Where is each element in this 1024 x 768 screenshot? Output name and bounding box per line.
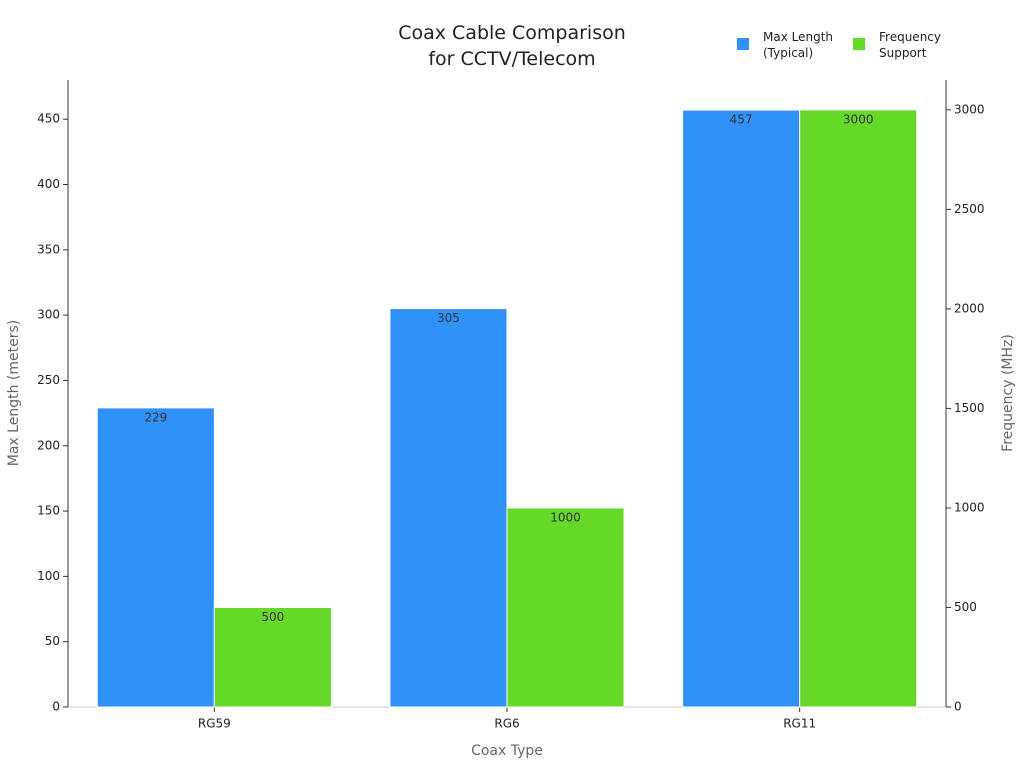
legend-swatch [737,38,749,50]
bar [682,109,801,708]
chart-title: Coax Cable Comparison for CCTV/Telecom [398,22,626,70]
y-tick-label: 400 [37,177,60,191]
legend-label: Frequency Support [879,30,941,60]
y2-tick-label: 1000 [954,500,985,514]
y2-tick-label: 0 [954,700,962,714]
x-axis-label: Coax Type [471,743,543,759]
legend-label: Max Length (Typical) [763,30,833,60]
y-tick-label: 300 [37,308,60,322]
y-tick-label: 50 [45,634,60,648]
value-label: 457 [730,113,753,127]
value-label: 500 [261,610,284,624]
y-tick-label: 0 [52,700,60,714]
x-tick-label: RG11 [783,717,816,731]
title-line: for CCTV/Telecom [428,48,595,70]
y2-tick-label: 2000 [954,301,985,315]
y-tick-label: 450 [37,112,60,126]
y2-tick-label: 3000 [954,102,985,116]
value-label: 3000 [843,112,874,126]
x-tick-label: RG6 [494,717,519,731]
bar [96,407,215,708]
y-tick-label: 250 [37,373,60,387]
bar [799,109,918,708]
bar [213,606,332,708]
y2-tick-label: 500 [954,600,977,614]
y-tick-label: 200 [37,438,60,452]
y-tick-label: 350 [37,242,60,256]
legend-swatch [853,38,865,50]
value-label: 229 [144,410,167,424]
y2-axis-label: Frequency (MHz) [1000,334,1016,452]
value-label: 1000 [550,510,581,524]
bar [389,308,508,708]
y-tick-label: 100 [37,569,60,583]
x-tick-label: RG59 [198,717,231,731]
y-tick-label: 150 [37,504,60,518]
bar [506,507,625,708]
value-label: 305 [437,311,460,325]
y-axis-label: Max Length (meters) [6,320,22,466]
title-line: Coax Cable Comparison [398,22,626,44]
y2-tick-label: 2500 [954,202,985,216]
y2-tick-label: 1500 [954,401,985,415]
